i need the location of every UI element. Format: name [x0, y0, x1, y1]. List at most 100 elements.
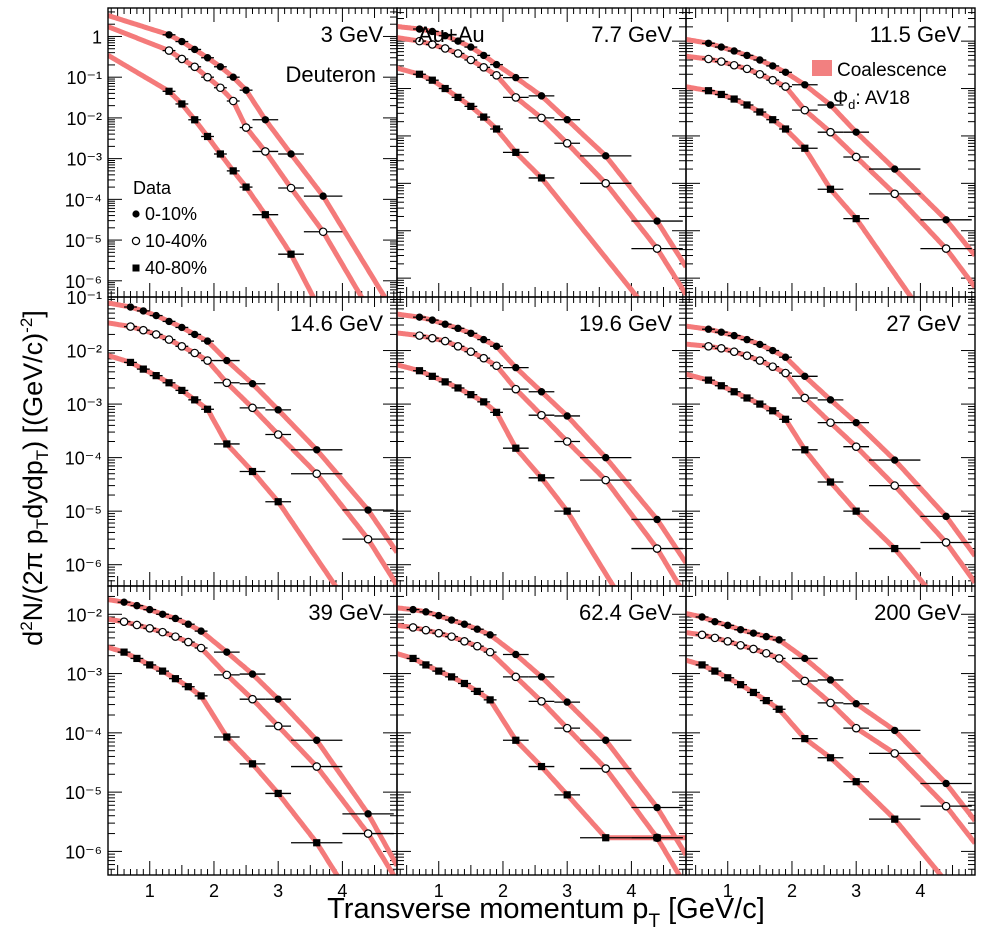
- data-point-40-80: [502, 148, 529, 156]
- marker-filled-square: [704, 87, 713, 95]
- data-point-10-40: [843, 723, 870, 733]
- data-point-10-40: [413, 36, 426, 46]
- marker-filled-circle: [704, 325, 713, 333]
- marker-open-circle: [248, 403, 257, 413]
- marker-open-circle: [261, 147, 270, 156]
- data-point-40-80: [791, 446, 818, 454]
- coalescence-band-10-40: [108, 24, 365, 297]
- marker-open-circle: [479, 353, 489, 363]
- data-point-10-40: [419, 625, 433, 635]
- marker-open-circle: [158, 627, 167, 637]
- marker-open-circle: [196, 643, 206, 653]
- y-tick-label: 10⁻¹: [66, 68, 102, 88]
- data-point-40-80: [490, 125, 503, 133]
- panel-14-6-gev-y-tick-labels: 10⁻¹ 10⁻² 10⁻³ 10⁻⁴ 10⁻⁵ 10⁻⁶: [65, 288, 102, 576]
- marker-open-circle: [408, 623, 418, 632]
- data-point-10-40: [920, 538, 972, 547]
- data-point-40-80: [291, 839, 343, 847]
- data-point-0-10: [464, 329, 478, 337]
- panel-19-6-gev-coalescence-curves: [397, 311, 686, 586]
- marker-filled-square: [537, 174, 546, 182]
- y-label-d: d: [18, 631, 48, 646]
- data-point-10-40: [759, 648, 773, 658]
- data-point-0-10: [554, 116, 581, 124]
- marker-filled-circle: [826, 101, 835, 109]
- data-point-0-10: [734, 625, 748, 634]
- marker-open-circle: [562, 437, 572, 446]
- marker-filled-square: [852, 507, 860, 515]
- data-point-40-80: [714, 90, 728, 99]
- data-point-40-80: [438, 84, 452, 93]
- marker-filled-square: [891, 544, 899, 553]
- marker-open-circle: [241, 123, 251, 132]
- system-label: Au+Au: [418, 22, 485, 47]
- data-point-0-10: [213, 648, 240, 656]
- panel-62-4-gev-data-points: [406, 605, 683, 843]
- data-point-40-80: [766, 116, 780, 124]
- marker-filled-square: [781, 125, 790, 133]
- data-point-40-80: [477, 398, 491, 406]
- marker-filled-square: [801, 734, 809, 743]
- marker-filled-circle: [781, 68, 790, 77]
- y-tick-label: 10⁻²: [66, 342, 102, 362]
- data-point-40-80: [554, 791, 581, 799]
- marker-filled-circle: [216, 63, 225, 71]
- data-point-40-80: [213, 150, 227, 158]
- data-point-10-40: [458, 637, 471, 646]
- marker-filled-square: [415, 367, 424, 375]
- marker-filled-square: [454, 384, 462, 392]
- marker-open-circle: [704, 54, 713, 64]
- y-tick-label: 10⁻³: [66, 665, 102, 685]
- coalescence-band-40-80: [108, 53, 317, 297]
- data-point-40-80: [425, 76, 439, 84]
- data-point-0-10: [117, 598, 131, 606]
- marker-filled-circle: [313, 736, 321, 744]
- data-point-40-80: [490, 408, 503, 416]
- data-point-0-10: [303, 192, 343, 200]
- marker-filled-square: [762, 696, 770, 705]
- marker-open-circle: [537, 697, 546, 706]
- x-tick-label: 4: [626, 881, 636, 901]
- marker-filled-circle: [769, 62, 777, 70]
- coalescence-band-0-10: [686, 323, 975, 558]
- data-point-40-80: [213, 733, 240, 741]
- marker-filled-circle: [171, 614, 180, 623]
- marker-open-circle: [755, 69, 765, 79]
- data-point-40-80: [817, 185, 844, 193]
- data-point-0-10: [169, 614, 182, 623]
- marker-filled-square: [492, 408, 501, 416]
- data-point-10-40: [753, 356, 767, 365]
- marker-filled-circle: [724, 621, 732, 630]
- data-point-10-40: [438, 336, 452, 346]
- data-point-10-40: [554, 723, 581, 733]
- data-point-10-40: [226, 96, 240, 106]
- data-point-0-10: [181, 620, 195, 628]
- data-point-40-80: [766, 407, 780, 415]
- data-point-40-80: [843, 778, 870, 786]
- data-point-40-80: [791, 734, 818, 743]
- data-point-10-40: [406, 623, 420, 632]
- marker-open-circle: [768, 75, 778, 85]
- legend-marker-filled-circle: [132, 210, 140, 218]
- marker-filled-circle: [146, 605, 154, 614]
- data-point-10-40: [695, 630, 709, 640]
- data-point-0-10: [445, 616, 459, 624]
- data-point-0-10: [759, 632, 773, 641]
- data-point-10-40: [413, 331, 426, 340]
- data-point-40-80: [194, 692, 208, 700]
- data-point-10-40: [213, 670, 240, 680]
- data-point-10-40: [213, 83, 227, 93]
- marker-open-circle: [479, 63, 489, 72]
- data-point-10-40: [477, 353, 491, 363]
- data-point-40-80: [502, 444, 529, 452]
- marker-open-circle: [826, 698, 835, 708]
- marker-filled-square: [775, 705, 783, 713]
- data-point-40-80: [252, 211, 279, 219]
- data-point-40-80: [470, 687, 484, 696]
- data-point-10-40: [124, 322, 137, 331]
- data-point-0-10: [213, 356, 240, 365]
- marker-filled-square: [409, 654, 417, 663]
- marker-filled-circle: [602, 152, 610, 160]
- data-point-10-40: [490, 71, 503, 80]
- y-tick-label: 1: [92, 27, 102, 47]
